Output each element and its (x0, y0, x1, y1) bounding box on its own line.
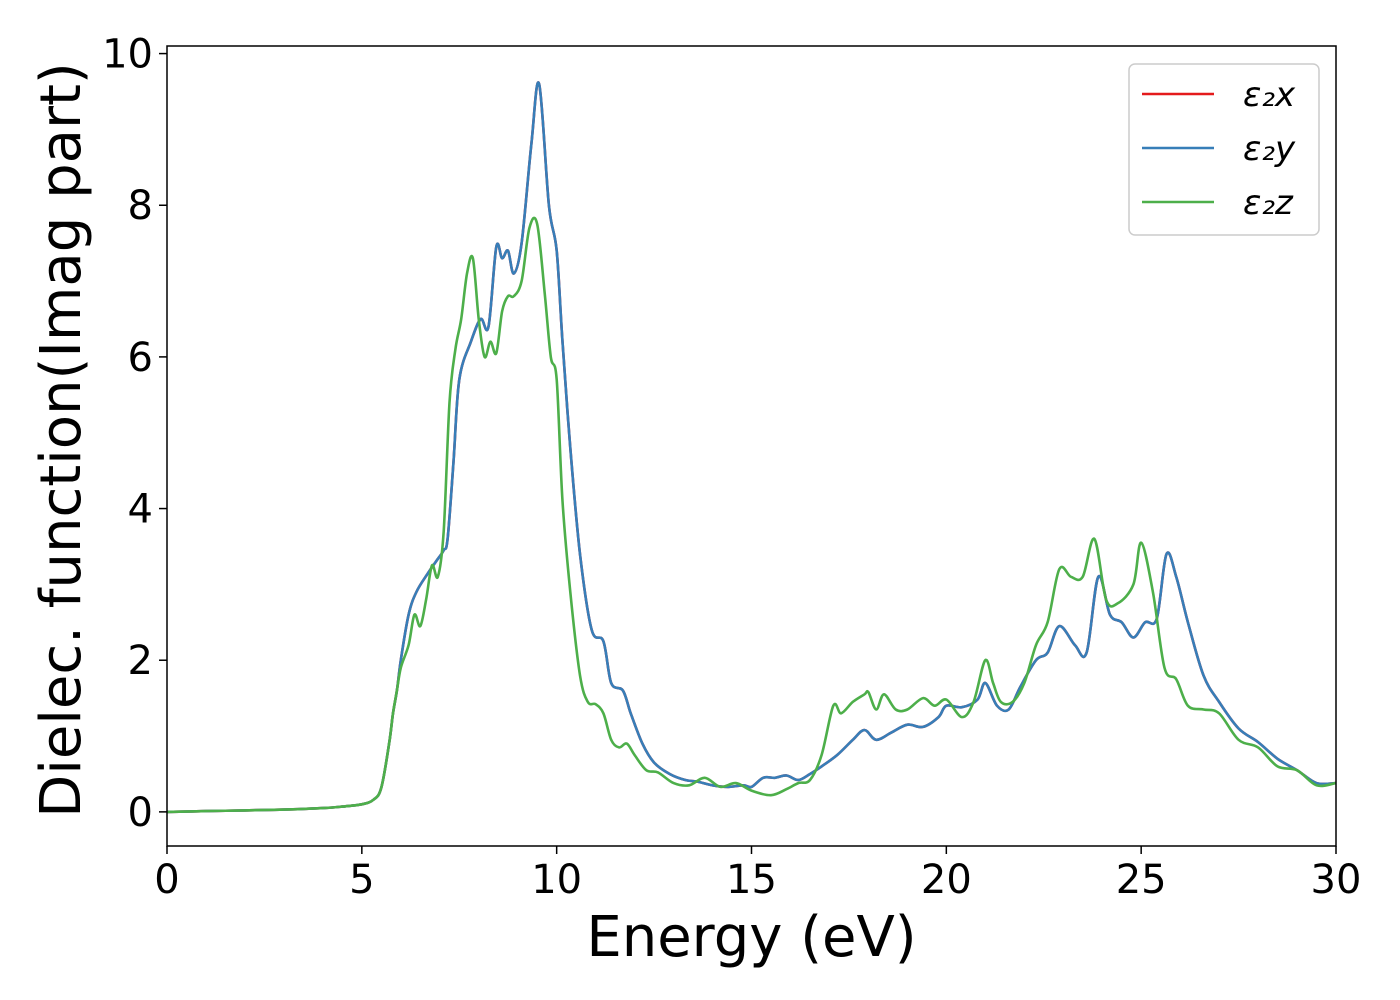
y-tick-label: 0 (128, 790, 153, 836)
x-tick-label: 10 (531, 857, 582, 903)
y-axis-ticks: 0 2 4 6 8 10 (102, 32, 167, 836)
y-tick-label: 6 (128, 335, 153, 381)
series-line-3 (166, 216, 1337, 814)
x-tick-label: 25 (1116, 857, 1167, 903)
y-tick-label: 4 (128, 487, 153, 533)
x-tick-label: 15 (726, 857, 777, 903)
y-tick-label: 2 (128, 638, 153, 684)
x-tick-label: 0 (154, 857, 179, 903)
x-tick-label: 20 (921, 857, 972, 903)
x-tick-label: 5 (349, 857, 374, 903)
legend-box (1128, 63, 1320, 236)
x-axis-ticks: 0 5 10 15 20 25 30 (154, 846, 1361, 903)
y-tick-label: 10 (102, 32, 153, 78)
legend-label-1: ε₂x (1243, 75, 1296, 115)
legend: ε₂x ε₂y ε₂z (1128, 63, 1320, 236)
x-tick-label: 30 (1311, 857, 1362, 903)
y-axis-title: Dielec. function(Imag part) (29, 62, 94, 818)
series-lines (166, 81, 1337, 814)
x-axis-title: Energy (eV) (586, 905, 916, 970)
legend-label-3: ε₂z (1243, 183, 1294, 223)
y-tick-label: 8 (128, 183, 153, 229)
legend-label-2: ε₂y (1243, 129, 1296, 169)
